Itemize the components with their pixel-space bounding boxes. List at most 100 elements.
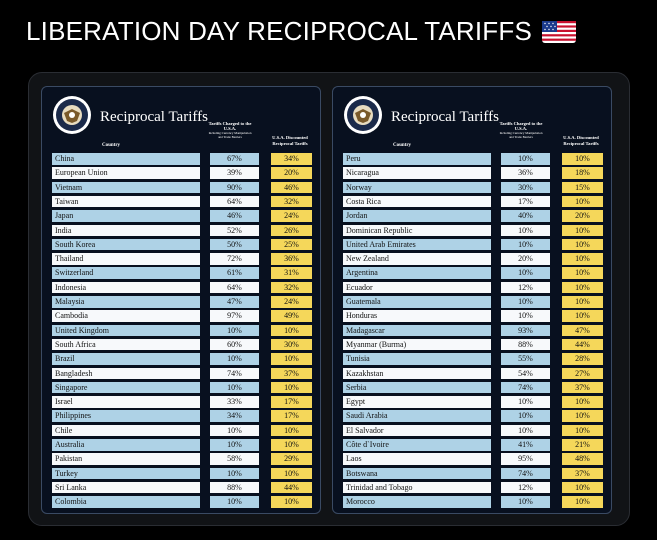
table-row: Vietnam 90% 46% — [52, 181, 318, 194]
country-cell: El Salvador — [343, 424, 491, 437]
tariff-charged-cell: 10% — [210, 496, 259, 508]
table-row: New Zealand 20% 10% — [343, 253, 609, 265]
column-header-discounted: U.S.A. Discounted Reciprocal Tariffs — [563, 135, 599, 146]
table-row: Honduras 10% 10% — [343, 310, 609, 322]
discounted-tariff-cell: 37% — [562, 381, 603, 394]
tariff-charged-cell: 10% — [210, 424, 259, 437]
country-cell: South Korea — [52, 238, 200, 251]
table-row: Thailand 72% 36% — [52, 253, 318, 265]
discounted-tariff-cell: 37% — [271, 367, 312, 379]
country-cell: Kazakhstan — [343, 367, 491, 379]
country-cell: European Union — [52, 167, 200, 179]
tariff-charged-cell: 12% — [501, 481, 550, 494]
discounted-tariff-cell: 10% — [562, 424, 603, 437]
table-row: European Union 39% 20% — [52, 167, 318, 179]
country-cell: United Arab Emirates — [343, 238, 491, 251]
country-cell: Bangladesh — [52, 367, 200, 379]
column-header-country: Country — [102, 143, 121, 148]
tariff-charged-cell: 50% — [210, 238, 259, 251]
table-row: Costa Rica 17% 10% — [343, 195, 609, 208]
table-row: Egypt 10% 10% — [343, 396, 609, 408]
tariff-charged-cell: 88% — [501, 338, 550, 351]
column-header-tariffs-charged-main: Tariffs Charged to the U.S.A. — [499, 121, 543, 131]
tariff-charged-cell: 10% — [501, 424, 550, 437]
tariff-charged-cell: 10% — [501, 310, 550, 322]
table-row: Chile 10% 10% — [52, 424, 318, 437]
country-cell: Cambodia — [52, 310, 200, 322]
tariff-charged-cell: 95% — [501, 453, 550, 465]
country-cell: United Kingdom — [52, 324, 200, 337]
tariff-charged-cell: 10% — [501, 238, 550, 251]
tariff-charged-cell: 90% — [210, 181, 259, 194]
tariff-charged-cell: 12% — [501, 281, 550, 294]
discounted-tariff-cell: 17% — [271, 410, 312, 422]
discounted-tariff-cell: 10% — [562, 253, 603, 265]
table-row: Colombia 10% 10% — [52, 496, 318, 508]
discounted-tariff-cell: 10% — [271, 353, 312, 365]
tariff-charged-cell: 10% — [210, 324, 259, 337]
discounted-tariff-cell: 26% — [271, 224, 312, 236]
table-row: United Arab Emirates 10% 10% — [343, 238, 609, 251]
country-cell: Japan — [52, 210, 200, 222]
country-cell: Vietnam — [52, 181, 200, 194]
discounted-tariff-cell: 24% — [271, 210, 312, 222]
country-cell: Guatemala — [343, 296, 491, 308]
country-cell: Laos — [343, 453, 491, 465]
headline-text: LIBERATION DAY RECIPROCAL TARIFFS — [26, 16, 532, 46]
tariff-charged-cell: 10% — [501, 396, 550, 408]
panel-title: Reciprocal Tariffs — [391, 109, 499, 125]
discounted-tariff-cell: 20% — [562, 210, 603, 222]
tariff-charged-cell: 10% — [210, 381, 259, 394]
table-row: Japan 46% 24% — [52, 210, 318, 222]
country-cell: Jordan — [343, 210, 491, 222]
country-cell: Egypt — [343, 396, 491, 408]
country-cell: Chile — [52, 424, 200, 437]
discounted-tariff-cell: 46% — [271, 181, 312, 194]
discounted-tariff-cell: 32% — [271, 281, 312, 294]
column-header-tariffs-charged-sub: Including Currency Manipulation and Trad… — [499, 131, 543, 139]
table-row: Bangladesh 74% 37% — [52, 367, 318, 379]
table-row: Saudi Arabia 10% 10% — [343, 410, 609, 422]
table-row: Brazil 10% 10% — [52, 353, 318, 365]
country-cell: Trinidad and Tobago — [343, 481, 491, 494]
table-row: South Africa 60% 30% — [52, 338, 318, 351]
table-row: Madagascar 93% 47% — [343, 324, 609, 337]
table-row: United Kingdom 10% 10% — [52, 324, 318, 337]
country-cell: New Zealand — [343, 253, 491, 265]
tariff-charged-cell: 64% — [210, 195, 259, 208]
tariff-charged-cell: 10% — [501, 224, 550, 236]
country-cell: Philippines — [52, 410, 200, 422]
country-cell: Taiwan — [52, 195, 200, 208]
tariff-charged-cell: 34% — [210, 410, 259, 422]
tariff-charged-cell: 30% — [501, 181, 550, 194]
country-cell: Costa Rica — [343, 195, 491, 208]
tariff-charged-cell: 74% — [210, 367, 259, 379]
country-cell: China — [52, 153, 200, 165]
table-row: Switzerland 61% 31% — [52, 267, 318, 279]
discounted-tariff-cell: 10% — [271, 381, 312, 394]
country-cell: Brazil — [52, 353, 200, 365]
headline: LIBERATION DAY RECIPROCAL TARIFFS — [26, 16, 576, 47]
tariff-panel-right: Reciprocal Tariffs Country Tariffs Charg… — [332, 86, 612, 514]
discounted-tariff-cell: 24% — [271, 296, 312, 308]
country-cell: Serbia — [343, 381, 491, 394]
country-cell: Colombia — [52, 496, 200, 508]
country-cell: Dominican Republic — [343, 224, 491, 236]
tariff-charged-cell: 33% — [210, 396, 259, 408]
tariff-charged-cell: 88% — [210, 481, 259, 494]
tariff-charged-cell: 74% — [501, 467, 550, 480]
tariff-charged-cell: 46% — [210, 210, 259, 222]
discounted-tariff-cell: 44% — [562, 338, 603, 351]
country-cell: Madagascar — [343, 324, 491, 337]
discounted-tariff-cell: 28% — [562, 353, 603, 365]
country-cell: Ecuador — [343, 281, 491, 294]
country-cell: Turkey — [52, 467, 200, 480]
tariff-charged-cell: 64% — [210, 281, 259, 294]
tariff-charged-cell: 10% — [210, 439, 259, 451]
tariff-charged-cell: 60% — [210, 338, 259, 351]
discounted-tariff-cell: 18% — [562, 167, 603, 179]
discounted-tariff-cell: 15% — [562, 181, 603, 194]
table-row: Nicaragua 36% 18% — [343, 167, 609, 179]
tariff-charged-cell: 93% — [501, 324, 550, 337]
column-header-tariffs-charged-main: Tariffs Charged to the U.S.A. — [208, 121, 252, 131]
